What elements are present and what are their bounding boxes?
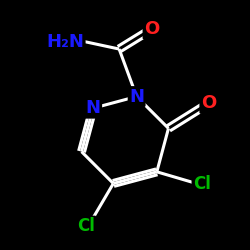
Text: O: O	[201, 94, 216, 112]
Text: O: O	[144, 20, 159, 38]
Text: N: N	[86, 99, 101, 117]
Text: N: N	[129, 88, 144, 106]
Text: H₂N: H₂N	[46, 32, 84, 50]
Text: Cl: Cl	[77, 217, 95, 235]
Text: Cl: Cl	[193, 175, 211, 193]
